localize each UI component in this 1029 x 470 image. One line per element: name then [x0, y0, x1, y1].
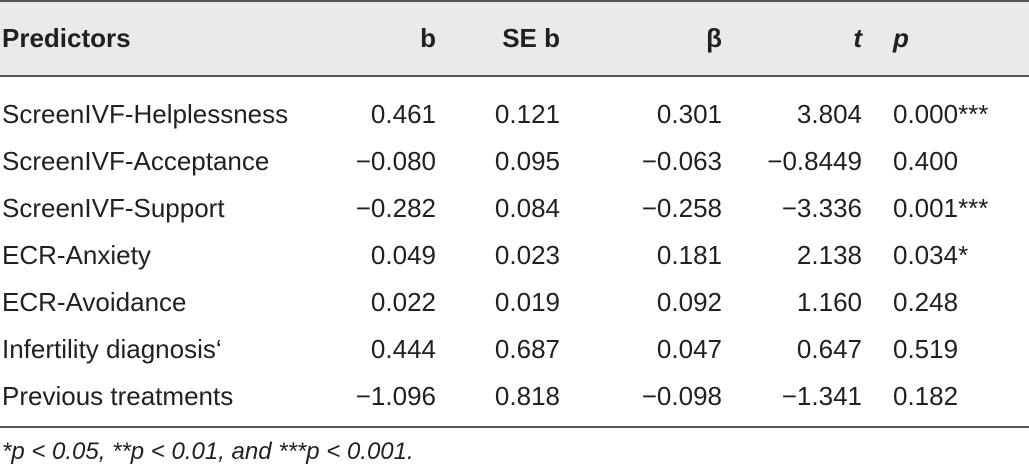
cell-beta: −0.258 — [641, 193, 722, 223]
cell-t: −3.336 — [781, 193, 862, 223]
cell-t: −1.341 — [722, 373, 890, 428]
cell-se-b: 0.121 — [494, 99, 560, 129]
cell-se-b: 0.023 — [494, 240, 560, 270]
cell-predictor: ScreenIVF-Support — [2, 193, 225, 223]
table-header: Predictors b SE b β t p — [0, 0, 1029, 77]
cell-b: 0.022 — [370, 287, 436, 317]
cell-p: 0.001*** — [893, 193, 989, 223]
cell-p: 0.034* — [893, 240, 969, 270]
table-body: ScreenIVF-Helplessness 0.461 0.121 0.301… — [0, 76, 1029, 428]
cell-t: 3.804 — [796, 99, 862, 129]
header-row: Predictors b SE b β t p — [0, 0, 1029, 77]
cell-b: 0.049 — [370, 240, 436, 270]
header-predictors: Predictors — [0, 0, 320, 77]
table-row: ECR-Avoidance 0.022 0.019 0.092 1.160 0.… — [0, 279, 1029, 326]
cell-predictor: ECR-Anxiety — [2, 240, 151, 270]
cell-b: 0.444 — [370, 334, 436, 364]
cell-t: 1.160 — [796, 287, 862, 317]
table-row: ScreenIVF-Support −0.282 0.084 −0.258 −3… — [0, 185, 1029, 232]
cell-beta: −0.098 — [560, 373, 722, 428]
cell-se-b: 0.084 — [494, 193, 560, 223]
cell-se-b: 0.818 — [460, 373, 560, 428]
cell-se-b: 0.687 — [494, 334, 560, 364]
cell-beta: 0.047 — [656, 334, 722, 364]
regression-table: Predictors b SE b β t p ScreenIVF-Helple… — [0, 0, 1029, 428]
cell-predictor: Previous treatments — [0, 373, 320, 428]
cell-predictor: ECR-Avoidance — [2, 287, 187, 317]
cell-b: −0.080 — [355, 146, 436, 176]
cell-t: 2.138 — [796, 240, 862, 270]
table-row: ScreenIVF-Helplessness 0.461 0.121 0.301… — [0, 76, 1029, 138]
cell-beta: 0.301 — [656, 99, 722, 129]
cell-p: 0.519 — [893, 334, 959, 364]
cell-p: 0.000*** — [893, 99, 989, 129]
cell-beta: 0.092 — [656, 287, 722, 317]
cell-t: 0.647 — [796, 334, 862, 364]
cell-predictor: ScreenIVF-Helplessness — [2, 99, 289, 129]
cell-predictor: Infertility diagnosis‘ — [2, 334, 222, 364]
table-row: Previous treatments −1.096 0.818 −0.098 … — [0, 373, 1029, 428]
cell-b: −1.096 — [320, 373, 460, 428]
table-row: Infertility diagnosis‘ 0.444 0.687 0.047… — [0, 326, 1029, 373]
cell-se-b: 0.019 — [494, 287, 560, 317]
cell-t: −0.8449 — [767, 146, 862, 176]
cell-p: 0.248 — [893, 287, 959, 317]
header-se-b: SE b — [460, 0, 560, 77]
table-row: ECR-Anxiety 0.049 0.023 0.181 2.138 0.03… — [0, 232, 1029, 279]
cell-p: 0.400 — [893, 146, 959, 176]
cell-beta: −0.063 — [641, 146, 722, 176]
table-row: ScreenIVF-Acceptance −0.080 0.095 −0.063… — [0, 138, 1029, 185]
header-p: p — [890, 0, 1029, 77]
header-t: t — [722, 0, 890, 77]
header-beta: β — [560, 0, 722, 77]
cell-b: −0.282 — [355, 193, 436, 223]
header-b: b — [320, 0, 460, 77]
cell-p: 0.182 — [890, 373, 1029, 428]
table-footnote: *p < 0.05, **p < 0.01, and ***p < 0.001. — [2, 438, 414, 465]
cell-beta: 0.181 — [656, 240, 722, 270]
cell-predictor: ScreenIVF-Acceptance — [2, 146, 270, 176]
cell-se-b: 0.095 — [494, 146, 560, 176]
cell-b: 0.461 — [370, 99, 436, 129]
